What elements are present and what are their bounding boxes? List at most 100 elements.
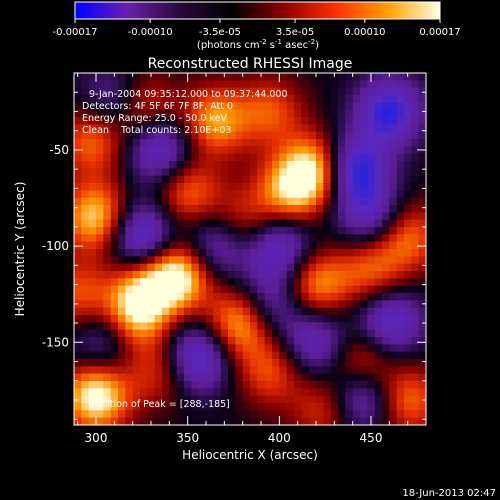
heatmap-cell: [374, 87, 383, 96]
heatmap-cell: [338, 95, 346, 103]
heatmap-cell: [301, 307, 310, 316]
heatmap-cell: [140, 234, 148, 243]
heatmap-cell: [330, 271, 339, 279]
heatmap-cell: [228, 381, 236, 389]
heatmap-cell: [411, 212, 420, 221]
heatmap-cell: [198, 300, 207, 309]
heatmap-cell: [74, 293, 82, 301]
heatmap-cell: [286, 307, 295, 316]
heatmap-cell: [352, 271, 361, 279]
heatmap-cell: [88, 337, 97, 345]
heatmap-cell: [316, 366, 324, 375]
heatmap-cell: [404, 241, 412, 250]
heatmap-cell: [74, 307, 82, 316]
heatmap-cell: [316, 219, 324, 228]
heatmap-cell: [279, 241, 288, 250]
heatmap-cell: [345, 131, 354, 140]
heatmap-cell: [125, 212, 134, 221]
heatmap-cell: [360, 410, 368, 419]
heatmap-cell: [257, 337, 266, 345]
heatmap-cell: [367, 337, 376, 345]
heatmap-cell: [206, 168, 214, 177]
heatmap-cell: [250, 271, 258, 279]
heatmap-cell: [264, 366, 273, 375]
heatmap-cell: [213, 329, 222, 338]
heatmap-cell: [338, 234, 346, 243]
heatmap-cell: [286, 293, 295, 301]
heatmap-cell: [257, 95, 266, 103]
heatmap-cell: [418, 117, 426, 125]
heatmap-cell: [176, 322, 185, 331]
heatmap-cell: [301, 183, 310, 191]
heatmap-cell: [360, 344, 368, 353]
heatmap-cell: [118, 278, 126, 287]
heatmap-cell: [125, 381, 134, 389]
heatmap-cell: [198, 73, 207, 81]
heatmap-cell: [360, 146, 368, 155]
heatmap-cell: [220, 161, 229, 169]
heatmap-cell: [330, 388, 339, 397]
heatmap-cell: [191, 234, 200, 243]
heatmap-cell: [404, 212, 412, 221]
heatmap-cell: [96, 307, 104, 316]
heatmap-cell: [404, 102, 412, 111]
heatmap-cell: [257, 175, 266, 184]
heatmap-cell: [323, 366, 332, 375]
heatmap-cell: [404, 87, 412, 96]
heatmap-cell: [235, 285, 244, 294]
heatmap-cell: [140, 300, 148, 309]
heatmap-cell: [191, 403, 200, 411]
heatmap-cell: [404, 381, 412, 389]
heatmap-cell: [220, 241, 229, 250]
heatmap-cell: [301, 417, 310, 425]
heatmap-cell: [286, 344, 295, 353]
heatmap-cell: [264, 241, 273, 250]
heatmap-cell: [147, 410, 156, 419]
heatmap-cell: [198, 256, 207, 265]
heatmap-cell: [374, 212, 383, 221]
heatmap-cell: [301, 80, 310, 89]
heatmap-cell: [294, 117, 302, 125]
heatmap-cell: [213, 395, 222, 404]
heatmap-cell: [279, 219, 288, 228]
heatmap-cell: [169, 337, 178, 345]
heatmap-cell: [279, 395, 288, 404]
heatmap-cell: [308, 351, 317, 360]
heatmap-cell: [88, 131, 97, 140]
heatmap-cell: [154, 337, 163, 345]
heatmap-cell: [162, 95, 170, 103]
heatmap-cell: [330, 395, 339, 404]
heatmap-cell: [382, 417, 390, 425]
heatmap-cell: [176, 249, 185, 257]
heatmap-cell: [220, 183, 229, 191]
heatmap-cell: [382, 190, 390, 199]
heatmap-cell: [88, 315, 97, 323]
heatmap-cell: [206, 175, 214, 184]
heatmap-cell: [330, 183, 339, 191]
heatmap-cell: [176, 153, 185, 162]
heatmap-cell: [198, 293, 207, 301]
heatmap-cell: [96, 322, 104, 331]
heatmap-cell: [198, 153, 207, 162]
heatmap-cell: [162, 256, 170, 265]
heatmap-cell: [396, 417, 405, 425]
heatmap-cell: [411, 300, 420, 309]
heatmap-cell: [191, 395, 200, 404]
heatmap-cell: [250, 417, 258, 425]
heatmap-cell: [345, 322, 354, 331]
heatmap-cell: [272, 139, 280, 147]
heatmap-cell: [191, 293, 200, 301]
heatmap-cell: [404, 373, 412, 382]
heatmap-cell: [198, 351, 207, 360]
heatmap-cell: [191, 197, 200, 206]
heatmap-cell: [176, 139, 185, 147]
heatmap-cell: [140, 403, 148, 411]
heatmap-cell: [242, 190, 251, 199]
heatmap-cell: [220, 359, 229, 367]
heatmap-cell: [235, 256, 244, 265]
heatmap-cell: [286, 175, 295, 184]
heatmap-cell: [279, 131, 288, 140]
heatmap-cell: [147, 285, 156, 294]
heatmap-cell: [301, 95, 310, 103]
heatmap-cell: [96, 373, 104, 382]
